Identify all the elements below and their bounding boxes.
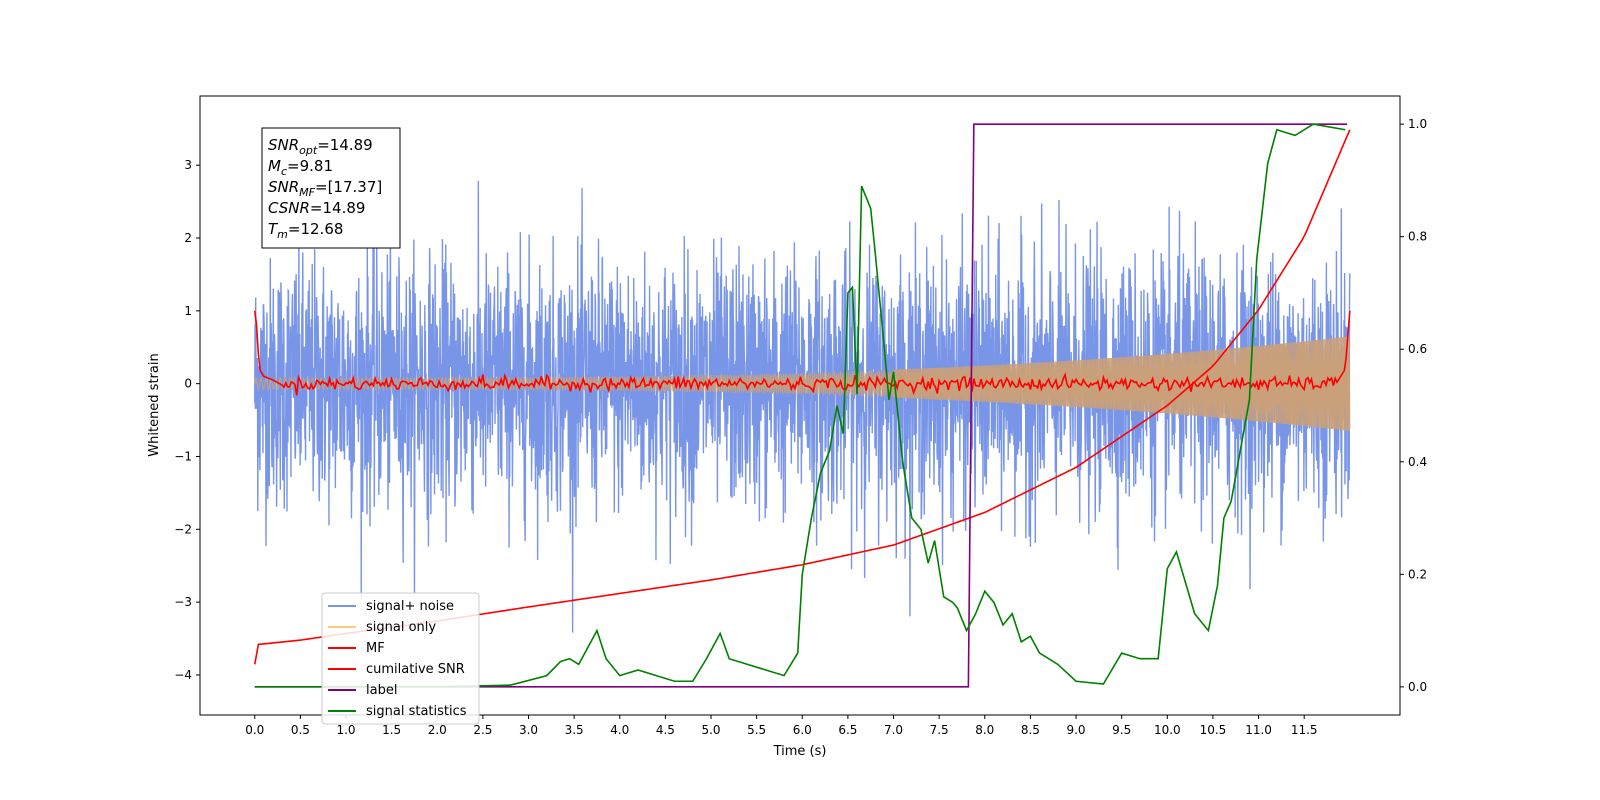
x-tick-label: 0.0 <box>245 723 264 737</box>
x-tick-label: 11.0 <box>1245 723 1272 737</box>
x-tick-label: 10.5 <box>1200 723 1227 737</box>
y-tick-label: 3 <box>184 158 192 172</box>
legend: signal+ noise signal only MF cumilative SNR… <box>321 592 480 725</box>
legend-entry: label <box>366 683 397 698</box>
series-signal-statistics <box>254 123 1346 688</box>
legend-frame <box>321 592 480 725</box>
x-tick-label: 10.0 <box>1154 723 1181 737</box>
y-tick-label: 0 <box>184 377 192 391</box>
x-tick-label: 7.0 <box>884 723 903 737</box>
annotation-line: Tm=12.68 <box>268 220 343 241</box>
y-tick-label: −2 <box>174 522 192 536</box>
annotation-line: SNRopt=14.89 <box>268 136 373 157</box>
x-tick-label: 11.5 <box>1291 723 1318 737</box>
x-tick-label: 5.5 <box>747 723 766 737</box>
legend-entry: cumilative SNR <box>366 662 465 677</box>
x-tick-label: 4.0 <box>610 723 629 737</box>
x-tick-label: 8.5 <box>1021 723 1040 737</box>
ticks-layer: 0.0 0.5 1.0 1.5 2.0 2.5 3.0 3.5 4.0 4.5 5.0 5.5 6.0 6… <box>174 117 1427 737</box>
x-tick-label: 6.5 <box>838 723 857 737</box>
x-tick-label: 9.0 <box>1066 723 1085 737</box>
x-tick-label: 5.0 <box>701 723 720 737</box>
legend-entry: signal statistics <box>366 704 467 719</box>
x-tick-label: 9.5 <box>1112 723 1131 737</box>
x-tick-label: 2.5 <box>473 723 492 737</box>
y-tick-label: −3 <box>174 595 192 609</box>
x-tick-label: 2.0 <box>428 723 447 737</box>
y-tick-label: 2 <box>184 231 192 245</box>
y-tick-label: −4 <box>174 668 192 682</box>
legend-entry: MF <box>366 641 385 656</box>
y2-tick-label: 0.4 <box>1408 455 1427 469</box>
series-label <box>254 123 1348 688</box>
x-tick-label: 4.5 <box>656 723 675 737</box>
y-axis-label: Whitened strain <box>147 353 162 456</box>
annotation-line: Mc=9.81 <box>268 157 333 178</box>
x-tick-label: 1.5 <box>382 723 401 737</box>
series-mf <box>253 310 1351 396</box>
x-tick-label: 0.5 <box>291 723 310 737</box>
legend-entry: signal+ noise <box>366 599 454 614</box>
legend-entry: signal only <box>366 620 436 635</box>
x-tick-label: 1.0 <box>336 723 355 737</box>
plot-frame <box>199 95 1401 716</box>
y-tick-label: 1 <box>184 304 192 318</box>
x-tick-label: 3.0 <box>519 723 538 737</box>
y-tick-label: −1 <box>174 449 192 463</box>
y2-tick-label: 1.0 <box>1408 117 1427 131</box>
x-tick-label: 8.0 <box>975 723 994 737</box>
x-tick-label: 6.0 <box>793 723 812 737</box>
y2-tick-label: 0.2 <box>1408 567 1427 581</box>
y2-tick-label: 0.0 <box>1408 680 1427 694</box>
annotation-box: SNRopt=14.89Mc=9.81SNRMF=[17.37]CSNR=14.… <box>261 127 401 249</box>
annotation-line: SNRMF=[17.37] <box>268 178 382 199</box>
x-axis-label: Time (s) <box>773 744 827 759</box>
x-tick-label: 3.5 <box>565 723 584 737</box>
y2-tick-label: 0.8 <box>1408 230 1427 244</box>
annotation-line: CSNR=14.89 <box>268 199 365 217</box>
x-tick-label: 7.5 <box>930 723 949 737</box>
y2-tick-label: 0.6 <box>1408 342 1427 356</box>
annotation-frame <box>261 127 401 249</box>
